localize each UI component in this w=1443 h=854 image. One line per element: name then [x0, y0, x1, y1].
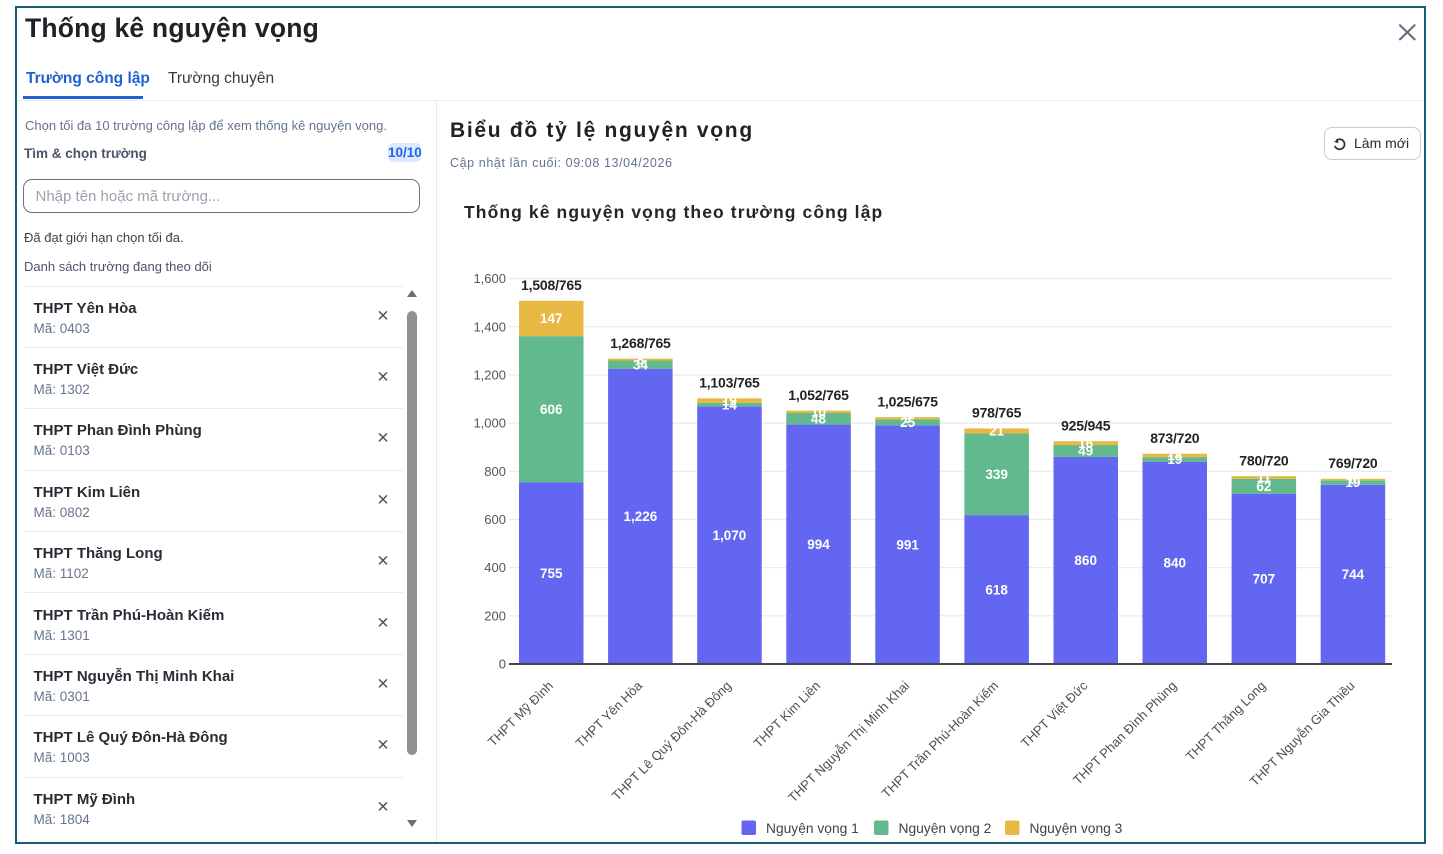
svg-text:THPT Việt Đức: THPT Việt Đức — [1018, 678, 1091, 751]
svg-text:600: 600 — [484, 512, 506, 527]
svg-text:618: 618 — [985, 582, 1008, 597]
svg-text:19: 19 — [1345, 475, 1360, 490]
svg-text:1,226: 1,226 — [624, 509, 658, 524]
svg-text:339: 339 — [985, 467, 1008, 482]
svg-text:THPT Nguyễn Gia Thiều: THPT Nguyễn Gia Thiều — [1247, 678, 1358, 789]
svg-text:606: 606 — [540, 402, 563, 417]
svg-text:16: 16 — [1078, 436, 1094, 451]
svg-text:62: 62 — [1256, 479, 1271, 494]
svg-text:1,070: 1,070 — [713, 528, 747, 543]
svg-text:Nguyện vọng 3: Nguyện vọng 3 — [1030, 821, 1123, 836]
svg-text:THPT Phan Đình Phùng: THPT Phan Đình Phùng — [1070, 678, 1180, 788]
svg-text:25: 25 — [900, 415, 916, 430]
svg-text:34: 34 — [633, 357, 649, 372]
svg-text:THPT Mỹ Đình: THPT Mỹ Đình — [485, 678, 556, 749]
svg-text:THPT Kim Liên: THPT Kim Liên — [750, 678, 823, 751]
svg-text:1,508/765: 1,508/765 — [521, 277, 582, 293]
svg-text:400: 400 — [484, 560, 506, 575]
svg-text:8: 8 — [637, 352, 645, 367]
svg-text:744: 744 — [1342, 567, 1365, 582]
svg-text:THPT Yên Hòa: THPT Yên Hòa — [573, 677, 646, 750]
svg-text:1,025/675: 1,025/675 — [877, 393, 938, 409]
svg-text:860: 860 — [1074, 553, 1097, 568]
svg-text:780/720: 780/720 — [1239, 452, 1289, 468]
svg-text:21: 21 — [989, 424, 1005, 439]
svg-text:1,052/765: 1,052/765 — [788, 387, 849, 403]
svg-text:1,103/765: 1,103/765 — [699, 375, 760, 391]
svg-text:14: 14 — [1167, 448, 1183, 463]
svg-text:6: 6 — [1349, 472, 1357, 487]
svg-text:1,400: 1,400 — [473, 319, 506, 334]
svg-text:800: 800 — [484, 464, 506, 479]
svg-text:11: 11 — [1257, 470, 1272, 485]
svg-text:769/720: 769/720 — [1328, 455, 1378, 471]
svg-text:1,600: 1,600 — [473, 271, 506, 286]
svg-text:9: 9 — [904, 411, 912, 426]
svg-text:19: 19 — [1167, 452, 1182, 467]
svg-text:1,200: 1,200 — [473, 368, 506, 383]
svg-text:48: 48 — [811, 412, 827, 427]
svg-text:991: 991 — [896, 537, 919, 552]
svg-text:Nguyện vọng 2: Nguyện vọng 2 — [899, 821, 992, 836]
svg-text:14: 14 — [722, 397, 738, 412]
svg-text:994: 994 — [807, 537, 830, 552]
svg-text:0: 0 — [499, 657, 506, 672]
svg-text:19: 19 — [722, 393, 737, 408]
svg-text:THPT Thăng Long: THPT Thăng Long — [1183, 678, 1269, 764]
svg-text:707: 707 — [1253, 572, 1276, 587]
svg-text:147: 147 — [540, 311, 563, 326]
svg-text:1,000: 1,000 — [473, 416, 506, 431]
svg-text:925/945: 925/945 — [1061, 418, 1111, 434]
svg-text:873/720: 873/720 — [1150, 430, 1200, 446]
svg-text:755: 755 — [540, 566, 563, 581]
svg-text:200: 200 — [484, 608, 506, 623]
svg-text:840: 840 — [1164, 556, 1187, 571]
svg-text:10: 10 — [811, 405, 826, 420]
svg-text:49: 49 — [1078, 444, 1093, 459]
svg-text:Nguyện vọng 1: Nguyện vọng 1 — [766, 821, 859, 836]
svg-text:1,268/765: 1,268/765 — [610, 335, 671, 351]
svg-text:978/765: 978/765 — [972, 405, 1022, 421]
